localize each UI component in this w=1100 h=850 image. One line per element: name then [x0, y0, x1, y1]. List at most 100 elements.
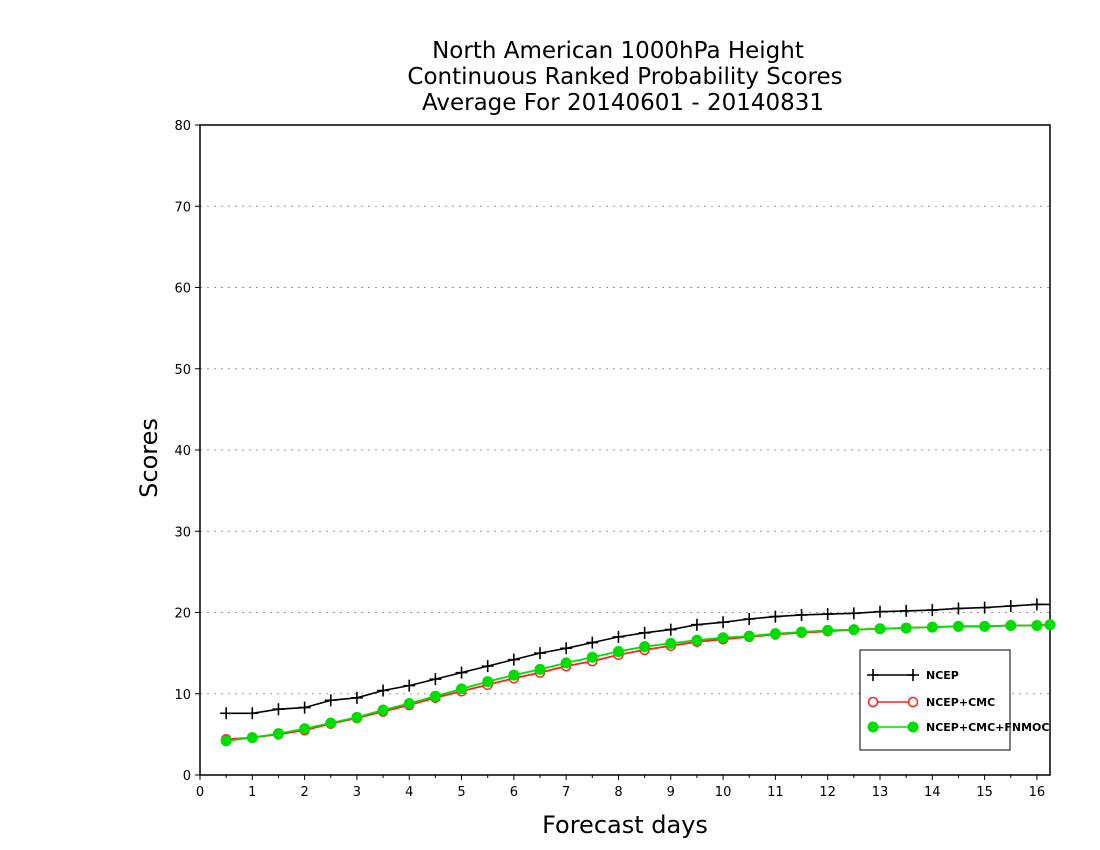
- data-point: [351, 711, 363, 723]
- x-tick-label: 3: [353, 785, 361, 800]
- legend: NCEP NCEP+CMC NCEP+CMC+FNMOC: [859, 649, 1049, 751]
- legend-marker-right: [907, 721, 919, 733]
- data-point: [455, 666, 468, 679]
- data-point: [717, 616, 730, 629]
- data-point: [743, 613, 756, 625]
- data-point: [690, 618, 703, 631]
- data-point: [377, 684, 390, 697]
- x-tick-label: 15: [976, 785, 993, 800]
- data-point: [874, 605, 886, 618]
- data-point: [638, 626, 651, 639]
- data-point: [299, 723, 311, 735]
- x-tick-label: 11: [767, 785, 784, 800]
- data-point: [769, 610, 782, 623]
- data-point: [691, 634, 703, 646]
- data-point: [325, 717, 337, 729]
- data-point: [534, 663, 546, 675]
- y-tick-label: 40: [174, 444, 191, 459]
- series-ncep: [220, 598, 1050, 720]
- legend-label: NCEP+CMC+FNMOC: [926, 721, 1049, 734]
- x-tick-label: 9: [667, 785, 675, 800]
- data-point: [220, 707, 233, 720]
- x-axis-ticks: 0 1 2 3 4 5 6 7 8 9 10 11 12 13 14 15 16: [196, 775, 1045, 800]
- data-point: [1005, 620, 1017, 631]
- data-point: [900, 604, 913, 617]
- x-tick-label: 12: [819, 785, 836, 800]
- y-tick-label: 30: [174, 525, 191, 540]
- data-point: [481, 660, 494, 673]
- y-tick-label: 70: [174, 200, 191, 215]
- data-point: [769, 628, 781, 640]
- legend-box: [859, 649, 1011, 751]
- data-point: [795, 608, 808, 621]
- data-point: [586, 636, 599, 649]
- data-point: [796, 626, 808, 638]
- data-point: [847, 607, 860, 620]
- data-point: [664, 623, 677, 636]
- data-point: [429, 673, 442, 686]
- x-tick-label: 2: [300, 785, 308, 800]
- data-point: [272, 703, 285, 716]
- data-point: [717, 632, 729, 644]
- data-point: [874, 623, 886, 635]
- series-ncep-cmc-fnmoc: [220, 619, 1056, 747]
- x-tick-label: 14: [924, 785, 941, 800]
- legend-label: NCEP+CMC: [926, 696, 995, 709]
- data-point: [926, 604, 939, 617]
- data-point: [952, 602, 965, 615]
- data-point: [560, 657, 572, 669]
- x-tick-label: 16: [1029, 785, 1046, 800]
- data-point: [1031, 620, 1043, 631]
- horizontal-gridlines: [200, 205, 1050, 695]
- data-point: [900, 622, 912, 634]
- chart-title-line-2: Continuous Ranked Probability Scores: [407, 64, 842, 90]
- data-point: [324, 694, 337, 707]
- x-tick-label: 5: [457, 785, 465, 800]
- legend-marker-left: [867, 721, 879, 733]
- data-point: [586, 651, 598, 663]
- chart-title-line-1: North American 1000hPa Height: [432, 38, 804, 64]
- y-tick-label: 50: [174, 363, 191, 378]
- y-axis-title: Scores: [135, 418, 163, 498]
- data-point-end: [1044, 619, 1056, 631]
- x-tick-label: 7: [562, 785, 570, 800]
- data-point: [979, 620, 991, 632]
- data-point: [272, 728, 284, 740]
- legend-item: NCEP+CMC: [867, 696, 995, 709]
- data-point: [848, 624, 860, 636]
- x-tick-label: 6: [510, 785, 518, 800]
- data-point: [220, 735, 232, 747]
- data-point: [508, 669, 520, 681]
- data-point: [821, 608, 834, 621]
- x-tick-label: 1: [248, 785, 256, 800]
- legend-item: NCEP+CMC+FNMOC: [867, 721, 1049, 734]
- y-tick-label: 0: [183, 769, 191, 784]
- data-point: [482, 676, 494, 688]
- data-point: [822, 624, 834, 636]
- y-tick-label: 80: [174, 119, 191, 134]
- series-layer: [220, 598, 1056, 747]
- data-point: [612, 630, 625, 643]
- data-point: [456, 683, 468, 695]
- y-tick-label: 60: [174, 282, 191, 297]
- data-point: [403, 698, 415, 709]
- data-point: [1030, 598, 1043, 611]
- data-point: [952, 620, 964, 632]
- data-point: [298, 701, 311, 714]
- chart-title-line-3: Average For 20140601 - 20140831: [422, 90, 824, 116]
- legend-marker-left: [867, 696, 879, 708]
- data-point: [639, 641, 651, 653]
- legend-marker-right: [907, 669, 919, 681]
- data-point: [743, 630, 755, 642]
- x-tick-label: 8: [614, 785, 622, 800]
- legend-marker-left: [867, 669, 879, 681]
- y-tick-label: 20: [174, 607, 191, 622]
- data-point: [560, 642, 573, 655]
- data-point: [377, 704, 389, 716]
- data-point: [403, 679, 416, 692]
- data-point: [246, 707, 259, 720]
- x-axis-title: Forecast days: [542, 811, 708, 839]
- data-point: [507, 653, 520, 666]
- data-point: [1004, 600, 1017, 612]
- data-point: [350, 691, 363, 704]
